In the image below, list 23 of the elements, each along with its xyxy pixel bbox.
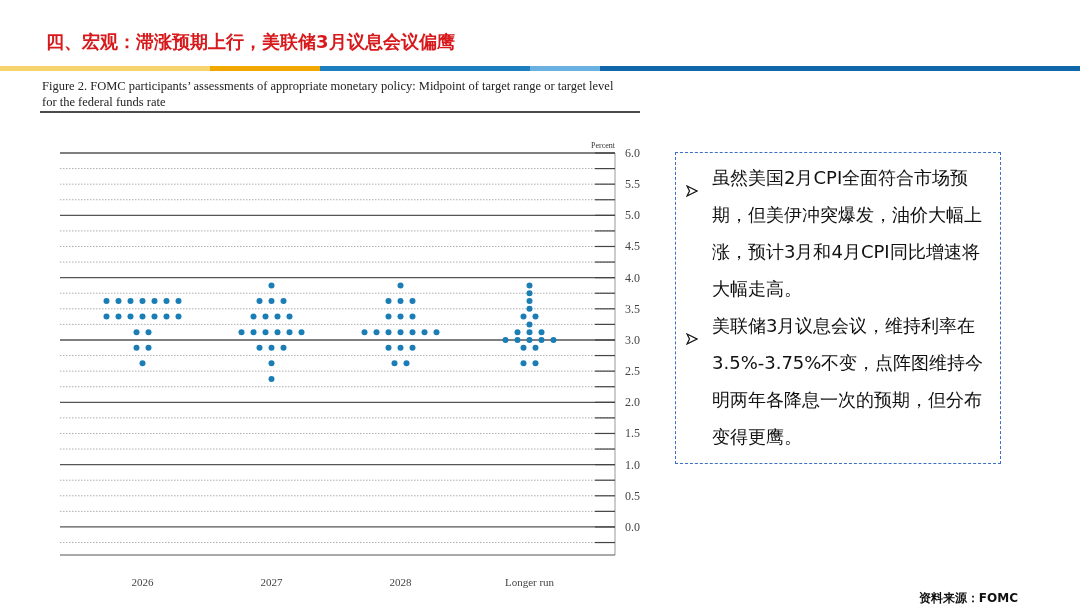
y-axis-title: Percent bbox=[591, 141, 616, 150]
y-tick-label: 0.5 bbox=[625, 488, 640, 503]
y-tick-label: 1.0 bbox=[625, 457, 640, 472]
x-tick-label: 2027 bbox=[260, 576, 283, 588]
y-tick-label: 2.5 bbox=[625, 364, 640, 379]
x-tick-label: 2026 bbox=[131, 576, 154, 588]
text: 虽然美国2月CPI全面符合市场预期，但美伊冲突爆发，油价大幅上涨，预计3月和4月CPI同比增速将大幅走高。 bbox=[712, 166, 983, 301]
text: 美联储3月议息会议，维持利率在3.5%-3.75%不变，点阵图维持今明两年各降息一次的预期，但分布变得更鹰。 bbox=[712, 314, 985, 449]
chart-subtitle: Figure 2. FOMC participants’ assessments of appropriate monetary policy: Midpoint of target range or target level for the federal funds rate bbox=[42, 78, 615, 110]
y-tick-label: 3.5 bbox=[625, 301, 640, 316]
y-tick-label: 5.0 bbox=[625, 208, 640, 223]
y-tick-label: 4.5 bbox=[625, 239, 640, 254]
y-tick-label: 5.5 bbox=[625, 177, 640, 192]
y-tick-label: 1.5 bbox=[625, 426, 640, 441]
y-tick-label: 4.0 bbox=[625, 270, 640, 285]
x-tick-label: Longer run bbox=[504, 576, 555, 588]
text: 资料来源：FOMC bbox=[918, 590, 1018, 607]
y-tick-label: 0.0 bbox=[625, 519, 640, 534]
y-tick-label: 6.0 bbox=[625, 146, 640, 160]
x-tick-label: 2028 bbox=[389, 576, 412, 588]
y-tick-label: 2.0 bbox=[625, 395, 640, 410]
y-tick-label: 3.0 bbox=[625, 332, 640, 347]
chart-title: 四、宏观：滞涨预期上行，美联储3月议息会议偏鹰 bbox=[46, 30, 455, 54]
